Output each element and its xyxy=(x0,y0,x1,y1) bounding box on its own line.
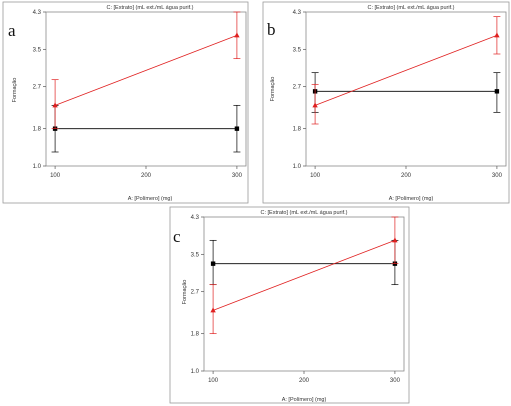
panel-frame xyxy=(2,1,249,204)
panel-label: c xyxy=(173,227,181,246)
y-axis-label: Formação xyxy=(182,280,188,305)
x-tick-label: 100 xyxy=(50,173,61,179)
y-axis-label: Formação xyxy=(12,78,18,103)
y-tick-label: 2.7 xyxy=(293,85,302,91)
series-triangle xyxy=(209,216,399,335)
data-point-square xyxy=(494,89,500,94)
x-tick-label: 100 xyxy=(310,173,321,179)
data-point-triangle xyxy=(234,32,240,38)
chart-panel-b: b C: [Extrato] (mL ext./mL água purif.) A:… xyxy=(262,1,510,204)
y-tick-label: 1.0 xyxy=(293,164,302,170)
series-triangle xyxy=(311,16,501,125)
x-tick-label: 200 xyxy=(299,378,310,384)
x-axis-label: A: [Polímero] (mg) xyxy=(128,196,173,202)
x-axis-label: A: [Polímero] (mg) xyxy=(389,196,434,202)
panel-frame xyxy=(262,1,510,204)
y-tick-label: 4.3 xyxy=(191,215,200,221)
data-point-triangle xyxy=(312,102,318,108)
x-tick-label: 300 xyxy=(232,173,243,179)
y-tick-label: 2.7 xyxy=(33,85,42,91)
data-point-square xyxy=(210,261,216,266)
series-line xyxy=(54,34,238,106)
y-tick-label: 3.5 xyxy=(33,47,42,53)
series-triangle xyxy=(51,11,241,130)
y-tick-label: 1.8 xyxy=(33,127,42,133)
chart-title: C: [Extrato] (mL ext./mL água purif.) xyxy=(260,210,347,216)
x-tick-label: 300 xyxy=(390,378,401,384)
x-tick-label: 200 xyxy=(141,173,152,179)
chart-title: C: [Extrato] (mL ext./mL água purif.) xyxy=(367,5,454,11)
y-tick-label: 3.5 xyxy=(191,252,200,258)
chart-title: C: [Extrato] (mL ext./mL água purif.) xyxy=(106,5,193,11)
panel-label: a xyxy=(8,21,16,40)
chart-panel-a: a C: [Extrato] (mL ext./mL água purif.) A:… xyxy=(2,1,249,204)
data-point-triangle xyxy=(52,102,58,108)
panel-frame xyxy=(169,206,410,404)
x-tick-label: 200 xyxy=(401,173,412,179)
y-tick-label: 1.0 xyxy=(33,164,42,170)
panel-label: b xyxy=(267,20,276,39)
data-point-triangle xyxy=(494,32,500,38)
y-tick-label: 1.0 xyxy=(191,369,200,375)
chart-panel-c: c C: [Extrato] (mL ext./mL água purif.) A:… xyxy=(169,206,410,404)
x-axis-label: A: [Polímero] (mg) xyxy=(282,397,327,403)
x-tick-label: 100 xyxy=(208,378,219,384)
data-point-square xyxy=(234,126,240,131)
y-tick-label: 3.5 xyxy=(293,47,302,53)
y-tick-label: 4.3 xyxy=(293,10,302,16)
y-tick-label: 1.8 xyxy=(191,332,200,338)
y-axis-label: Formação xyxy=(270,77,276,102)
y-tick-label: 4.3 xyxy=(33,10,42,16)
y-tick-label: 1.8 xyxy=(293,127,302,133)
series-line xyxy=(212,239,396,311)
y-tick-label: 2.7 xyxy=(191,290,200,296)
data-point-triangle xyxy=(392,237,398,243)
series-line xyxy=(314,34,498,106)
x-tick-label: 300 xyxy=(492,173,503,179)
data-point-triangle xyxy=(210,307,216,313)
